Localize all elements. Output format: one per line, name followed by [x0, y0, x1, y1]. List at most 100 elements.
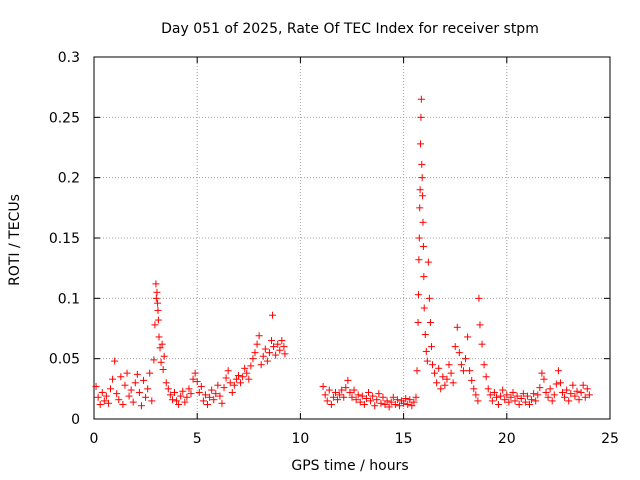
data-point [563, 386, 571, 394]
data-point [261, 345, 269, 353]
data-point [478, 340, 486, 348]
data-point [408, 402, 416, 410]
data-point [420, 304, 428, 312]
data-point [350, 386, 358, 394]
data-point [183, 393, 191, 401]
data-point [153, 288, 161, 296]
data-point [253, 340, 261, 348]
data-point [142, 393, 150, 401]
data-point [137, 402, 145, 410]
data-point [519, 390, 527, 398]
data-point [488, 397, 496, 405]
data-point [181, 398, 189, 406]
data-point [325, 386, 333, 394]
data-point [413, 367, 421, 375]
data-point [204, 401, 212, 409]
data-point [234, 372, 242, 380]
data-point [419, 192, 427, 200]
data-point [237, 379, 245, 387]
data-point [435, 364, 443, 372]
data-point [154, 316, 162, 324]
data-point [247, 362, 255, 370]
data-point [352, 396, 360, 404]
data-point [437, 385, 445, 393]
data-point [414, 318, 422, 326]
data-point [416, 204, 424, 212]
y-axis: 0 0.05 0.1 0.15 0.2 0.25 0.3 [49, 50, 610, 428]
data-point [135, 388, 143, 396]
data-point [538, 369, 546, 377]
data-point [513, 392, 521, 400]
data-point [579, 381, 587, 389]
data-point [331, 388, 339, 396]
data-point [445, 361, 453, 369]
data-point [216, 392, 224, 400]
data-point [441, 381, 449, 389]
data-point [400, 399, 408, 407]
data-point [356, 398, 364, 406]
data-point [321, 391, 329, 399]
data-point [129, 398, 137, 406]
data-point [542, 388, 550, 396]
data-point [340, 393, 348, 401]
data-point [391, 401, 399, 409]
data-point [111, 357, 119, 365]
data-point [249, 355, 257, 363]
data-point [270, 343, 278, 351]
data-point [158, 340, 166, 348]
data-series [92, 95, 593, 411]
data-point [117, 373, 125, 381]
data-point [379, 393, 387, 401]
data-point [119, 401, 127, 409]
data-point [156, 344, 164, 352]
data-point [585, 391, 593, 399]
data-point [109, 375, 117, 383]
data-point [523, 392, 531, 400]
data-point [319, 382, 327, 390]
data-point [344, 376, 352, 384]
data-point [476, 321, 484, 329]
data-point [404, 401, 412, 409]
chart-title: Day 051 of 2025, Rate Of TEC Index for r… [161, 21, 539, 37]
data-point [269, 311, 277, 319]
data-point [230, 381, 238, 389]
y-tick-label: 0.25 [49, 110, 80, 126]
data-point [480, 361, 488, 369]
data-point [177, 392, 185, 400]
data-point [421, 331, 429, 339]
x-tick-label: 20 [498, 431, 516, 447]
data-point [515, 401, 523, 409]
data-point [214, 381, 222, 389]
data-point [495, 401, 503, 409]
data-point [373, 396, 381, 404]
data-point [427, 343, 435, 351]
data-point [377, 399, 385, 407]
data-point [115, 396, 123, 404]
data-point [123, 369, 131, 377]
data-point [140, 376, 148, 384]
data-point [415, 234, 423, 242]
x-axis-label: GPS time / hours [291, 458, 408, 474]
data-point [193, 378, 201, 386]
data-point [348, 393, 356, 401]
x-tick-label: 15 [395, 431, 413, 447]
data-point [224, 367, 232, 375]
data-point [272, 351, 280, 359]
data-point [521, 398, 529, 406]
data-point [417, 113, 425, 121]
y-tick-label: 0.1 [58, 291, 80, 307]
data-point [569, 381, 577, 389]
data-point [154, 299, 162, 307]
data-point [354, 391, 362, 399]
data-point [107, 385, 115, 393]
data-point [323, 397, 331, 405]
data-point [179, 387, 187, 395]
data-point [358, 392, 366, 400]
data-point [486, 391, 494, 399]
data-point [484, 385, 492, 393]
data-point [425, 294, 433, 302]
y-axis-label: ROTI / TECUs [7, 194, 23, 286]
y-tick-label: 0.2 [58, 171, 80, 187]
data-point [206, 393, 214, 401]
data-point [573, 387, 581, 395]
